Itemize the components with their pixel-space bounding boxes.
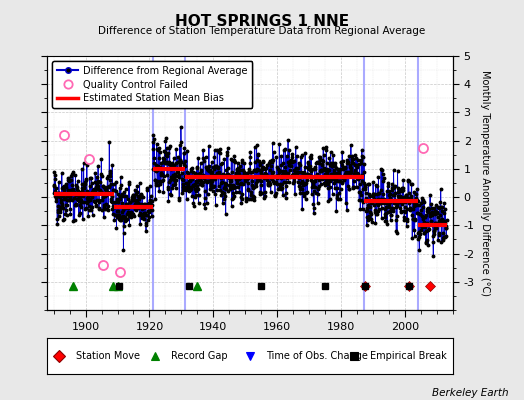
Text: Record Gap: Record Gap [171,351,227,361]
Text: HOT SPRINGS 1 NNE: HOT SPRINGS 1 NNE [175,14,349,29]
Text: Time of Obs. Change: Time of Obs. Change [267,351,368,361]
Y-axis label: Monthly Temperature Anomaly Difference (°C): Monthly Temperature Anomaly Difference (… [481,70,490,296]
Text: Station Move: Station Move [75,351,139,361]
Text: Empirical Break: Empirical Break [370,351,447,361]
Text: Berkeley Earth: Berkeley Earth [432,388,508,398]
Text: Difference of Station Temperature Data from Regional Average: Difference of Station Temperature Data f… [99,26,425,36]
Legend: Difference from Regional Average, Quality Control Failed, Estimated Station Mean: Difference from Regional Average, Qualit… [52,61,253,108]
